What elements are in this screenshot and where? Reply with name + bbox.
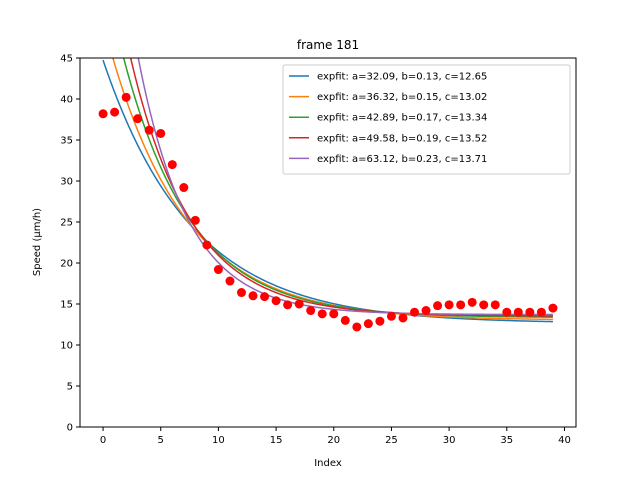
x-axis-label: Index bbox=[314, 458, 342, 469]
data-point bbox=[121, 92, 131, 102]
x-tick-label: 40 bbox=[558, 435, 571, 446]
data-point bbox=[398, 313, 408, 323]
data-point bbox=[213, 265, 223, 275]
y-tick-label: 45 bbox=[60, 54, 73, 65]
fit-curve-1 bbox=[102, 59, 553, 323]
data-point bbox=[363, 319, 373, 329]
data-point bbox=[306, 306, 316, 316]
x-tick-label: 15 bbox=[270, 435, 283, 446]
fit-curve-3 bbox=[122, 58, 553, 318]
data-point bbox=[467, 297, 477, 307]
x-tick-label: 20 bbox=[327, 435, 340, 446]
x-tick-label: 5 bbox=[158, 435, 164, 446]
data-point bbox=[548, 303, 558, 313]
y-axis-label: Speed (μm/h) bbox=[32, 208, 43, 276]
legend-entry: expfit: a=42.89, b=0.17, c=13.34 bbox=[317, 113, 487, 124]
data-point bbox=[444, 300, 454, 310]
y-tick-label: 40 bbox=[60, 95, 73, 106]
data-points bbox=[98, 92, 558, 332]
data-point bbox=[110, 107, 120, 117]
legend-box bbox=[282, 64, 571, 175]
data-point bbox=[490, 300, 500, 310]
y-tick-label: 5 bbox=[67, 382, 73, 393]
data-point bbox=[144, 125, 154, 135]
data-point bbox=[248, 291, 258, 301]
fit-curves bbox=[102, 58, 553, 323]
data-point bbox=[433, 301, 443, 311]
data-point bbox=[329, 309, 339, 319]
y-tick-label: 10 bbox=[60, 341, 73, 352]
x-tick-label: 0 bbox=[100, 435, 106, 446]
data-point bbox=[98, 109, 108, 119]
data-point bbox=[513, 307, 523, 317]
data-point bbox=[156, 128, 166, 138]
plot-frame bbox=[79, 57, 577, 428]
data-point bbox=[479, 300, 489, 310]
data-point bbox=[421, 306, 431, 316]
legend-entry: expfit: a=36.32, b=0.15, c=13.02 bbox=[317, 92, 487, 103]
x-tick-label: 30 bbox=[443, 435, 456, 446]
x-tick-label: 25 bbox=[385, 435, 398, 446]
data-point bbox=[225, 276, 235, 286]
data-point bbox=[167, 160, 177, 170]
chart-title: frame 181 bbox=[297, 38, 359, 52]
legend-entry: expfit: a=63.12, b=0.23, c=13.71 bbox=[317, 154, 487, 165]
x-axis: 0 5 10 15 20 25 30 35 40 bbox=[100, 427, 571, 446]
y-tick-label: 0 bbox=[67, 423, 73, 434]
data-point bbox=[283, 300, 293, 310]
legend-entry: expfit: a=49.58, b=0.19, c=13.52 bbox=[317, 133, 487, 144]
y-tick-label: 35 bbox=[60, 136, 73, 147]
fit-curve-5 bbox=[137, 58, 553, 316]
data-point bbox=[271, 296, 281, 306]
data-point bbox=[340, 315, 350, 325]
data-point bbox=[352, 322, 362, 332]
x-tick-label: 10 bbox=[212, 435, 225, 446]
data-point bbox=[410, 307, 420, 317]
data-point bbox=[202, 240, 212, 250]
legend-entry: expfit: a=32.09, b=0.13, c=12.65 bbox=[317, 72, 487, 83]
data-point bbox=[456, 300, 466, 310]
data-point bbox=[375, 316, 385, 326]
data-point bbox=[179, 183, 189, 193]
y-tick-label: 15 bbox=[60, 300, 73, 311]
y-axis: 0 5 10 15 20 25 30 35 40 45 bbox=[60, 54, 80, 434]
data-point bbox=[236, 288, 246, 298]
data-point bbox=[294, 299, 304, 309]
y-tick-label: 20 bbox=[60, 259, 73, 270]
data-point bbox=[317, 309, 327, 319]
data-point bbox=[502, 307, 512, 317]
data-point bbox=[190, 215, 200, 225]
y-tick-label: 25 bbox=[60, 218, 73, 229]
data-point bbox=[133, 114, 143, 124]
data-point bbox=[536, 307, 546, 317]
data-point bbox=[260, 292, 270, 302]
x-tick-label: 35 bbox=[500, 435, 513, 446]
data-point bbox=[525, 307, 535, 317]
legend: expfit: a=32.09, b=0.13, c=12.65 expfit: … bbox=[282, 64, 571, 175]
data-point bbox=[386, 311, 396, 321]
y-tick-label: 30 bbox=[60, 177, 73, 188]
